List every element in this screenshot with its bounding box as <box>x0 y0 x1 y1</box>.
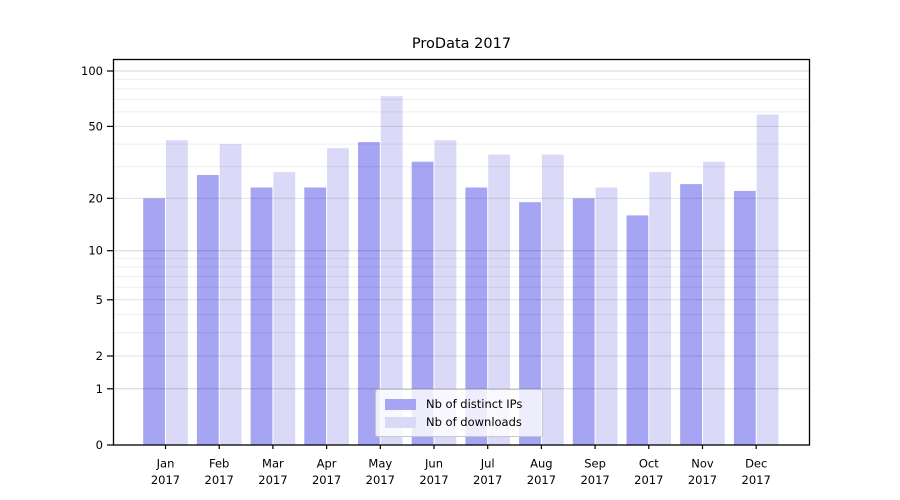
x-tick-label-month-apr: Apr <box>317 457 337 471</box>
x-tick-label-year-jul: 2017 <box>473 473 502 487</box>
bar-downloads-oct <box>649 172 672 445</box>
bar-downloads-jul <box>488 154 510 445</box>
bar-distinct-ips-aug <box>519 202 541 445</box>
y-tick-label-1: 1 <box>96 382 103 396</box>
plot-frame <box>112 58 811 446</box>
x-tick-label-year-nov: 2017 <box>688 473 717 487</box>
x-tick-label-year-aug: 2017 <box>527 473 556 487</box>
x-tick-label-month-oct: Oct <box>639 457 659 471</box>
x-tick-label-month-nov: Nov <box>691 457 714 471</box>
x-tick-label-year-dec: 2017 <box>742 473 771 487</box>
x-tick-label-year-oct: 2017 <box>634 473 663 487</box>
y-tick-label-0: 0 <box>96 438 103 452</box>
legend-entry-downloads: Nb of downloads <box>385 415 542 429</box>
bar-distinct-ips-mar <box>250 187 273 445</box>
y-tick-label-10: 10 <box>88 244 103 258</box>
x-tick-label-month-dec: Dec <box>745 457 767 471</box>
y-tick-label-100: 100 <box>81 64 103 78</box>
legend-label-downloads: Nb of downloads <box>426 415 522 429</box>
bar-distinct-ips-feb <box>196 175 219 445</box>
legend: Nb of distinct IPs Nb of downloads <box>375 389 543 437</box>
x-tick-label-year-jun: 2017 <box>419 473 448 487</box>
x-tick-label-month-jun: Jun <box>424 457 443 471</box>
bar-distinct-ips-dec <box>733 190 756 445</box>
y-tick-label-50: 50 <box>88 119 103 133</box>
bar-distinct-ips-may <box>358 142 380 445</box>
bar-distinct-ips-jan <box>143 198 165 445</box>
bar-downloads-jan <box>166 140 188 445</box>
bar-distinct-ips-apr <box>304 187 327 445</box>
legend-label-distinct-ips: Nb of distinct IPs <box>426 397 523 411</box>
x-tick-label-year-may: 2017 <box>366 473 395 487</box>
bar-distinct-ips-nov <box>680 184 702 445</box>
bar-downloads-may <box>380 96 403 445</box>
y-tick-label-2: 2 <box>96 349 103 363</box>
x-tick-label-month-feb: Feb <box>209 457 229 471</box>
x-tick-label-year-sep: 2017 <box>580 473 609 487</box>
x-tick-label-month-mar: Mar <box>262 457 284 471</box>
bar-downloads-apr <box>327 148 349 445</box>
legend-swatch-downloads <box>385 416 416 428</box>
bar-downloads-nov <box>703 161 725 445</box>
y-tick-label-5: 5 <box>96 293 103 307</box>
legend-swatch-distinct-ips <box>385 398 416 410</box>
x-tick-label-year-apr: 2017 <box>312 473 341 487</box>
bar-downloads-dec <box>756 114 779 445</box>
legend-entry-distinct-ips: Nb of distinct IPs <box>385 397 542 411</box>
bar-downloads-aug <box>541 154 564 445</box>
y-tick-label-20: 20 <box>88 191 103 205</box>
x-tick-label-year-feb: 2017 <box>205 473 234 487</box>
x-tick-label-year-mar: 2017 <box>258 473 287 487</box>
bar-distinct-ips-sep <box>572 198 595 445</box>
x-tick-label-year-jan: 2017 <box>151 473 180 487</box>
bar-downloads-jun <box>434 140 457 445</box>
x-tick-label-month-may: May <box>368 457 392 471</box>
bar-downloads-sep <box>595 187 618 445</box>
x-tick-label-month-aug: Aug <box>530 457 552 471</box>
bar-downloads-mar <box>273 172 296 445</box>
bar-distinct-ips-jun <box>411 161 434 445</box>
x-tick-label-month-sep: Sep <box>584 457 606 471</box>
x-tick-label-month-jan: Jan <box>156 457 175 471</box>
bar-downloads-feb <box>219 144 242 445</box>
bar-distinct-ips-jul <box>465 187 488 445</box>
chart-title: ProData 2017 <box>411 36 512 52</box>
bar-distinct-ips-oct <box>626 215 649 445</box>
x-tick-label-month-jul: Jul <box>480 457 495 471</box>
